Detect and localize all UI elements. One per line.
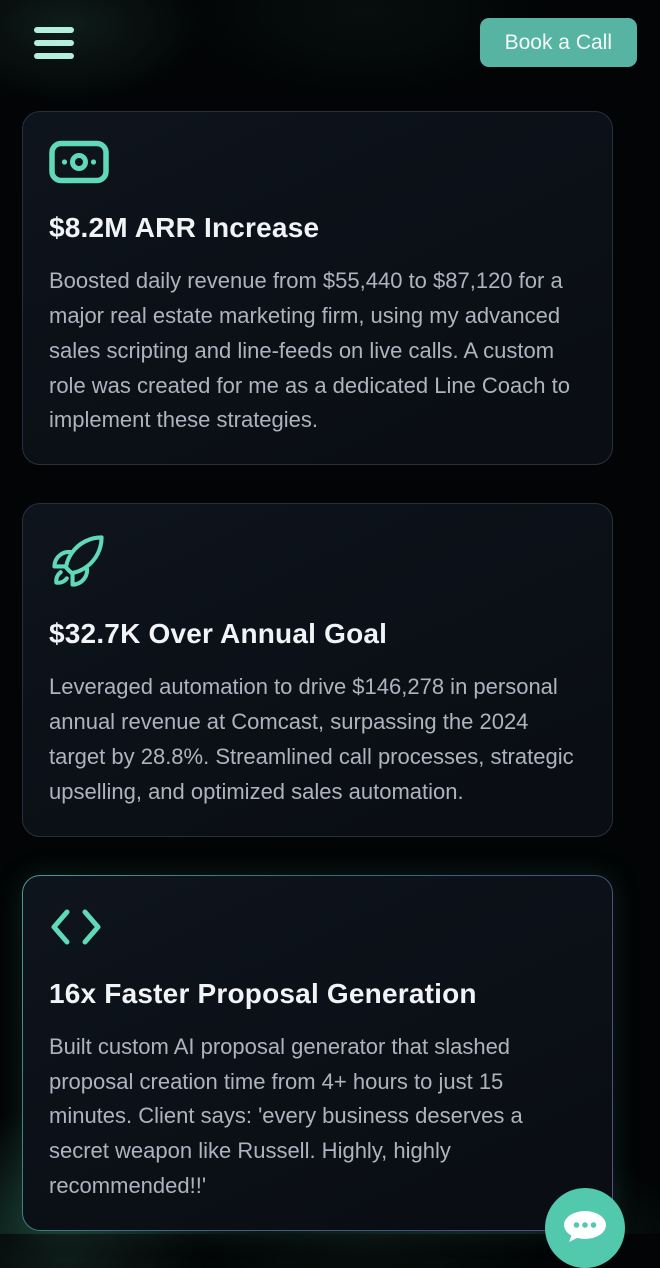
header: Book a Call: [0, 0, 660, 85]
hamburger-menu-icon[interactable]: [32, 23, 76, 63]
card-title: $32.7K Over Annual Goal: [49, 618, 388, 650]
chat-bubble-icon: [562, 1210, 608, 1247]
achievement-card-annual-goal: $32.7K Over Annual Goal Leveraged automa…: [22, 503, 613, 837]
hamburger-bar: [34, 39, 74, 46]
card-title: 16x Faster Proposal Generation: [49, 977, 477, 1009]
hamburger-bar: [34, 52, 74, 59]
card-description: Boosted daily revenue from $55,440 to $8…: [49, 268, 570, 433]
hamburger-bar: [34, 26, 74, 33]
achievements-section: $8.2M ARR Increase Boosted daily revenue…: [0, 85, 660, 1231]
achievement-card-proposal-generation: 16x Faster Proposal Generation Built cus…: [22, 875, 613, 1231]
card-title: $8.2M ARR Increase: [49, 212, 320, 243]
book-a-call-button[interactable]: Book a Call: [479, 18, 637, 67]
achievement-card-arr-increase: $8.2M ARR Increase Boosted daily revenue…: [22, 111, 613, 466]
code-icon: [49, 904, 586, 950]
rocket-icon: [49, 532, 586, 590]
chat-fab-button[interactable]: [545, 1188, 625, 1268]
banknote-icon: [49, 140, 586, 184]
card-description: Built custom AI proposal generator that …: [49, 1033, 523, 1199]
card-description: Leveraged automation to drive $146,278 i…: [49, 674, 574, 804]
